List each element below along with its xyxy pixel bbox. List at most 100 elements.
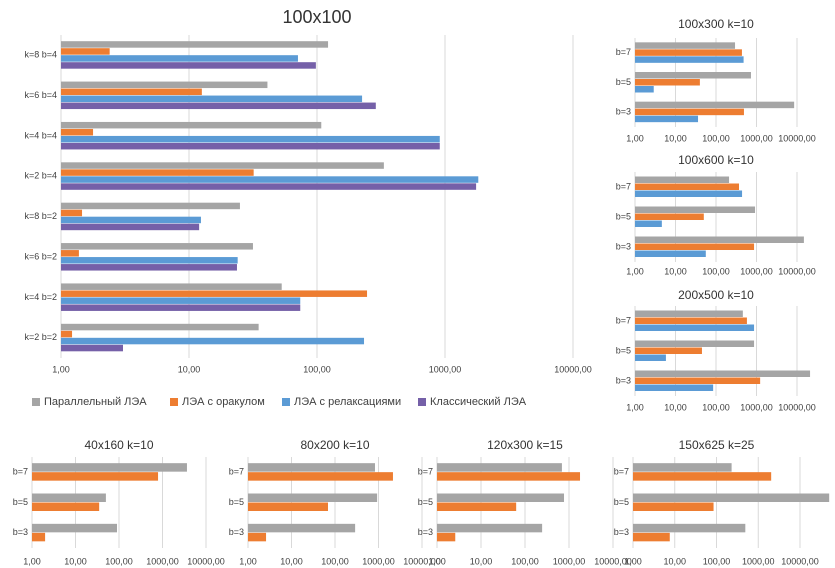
- bar: [635, 377, 761, 384]
- x-tick-label: 1000,00: [146, 556, 179, 566]
- x-tick-label: 10,00: [470, 556, 493, 566]
- y-tick-label: k=2 b=2: [24, 332, 57, 342]
- x-tick-label: 100,00: [511, 556, 539, 566]
- bar: [32, 532, 46, 542]
- bar: [61, 176, 479, 183]
- bar: [635, 56, 744, 63]
- x-tick-label: 10,00: [664, 133, 687, 143]
- x-tick-label: 10000,00: [594, 556, 632, 566]
- bar: [437, 523, 543, 533]
- y-tick-label: b=3: [616, 107, 631, 117]
- y-tick-label: b=5: [616, 77, 631, 87]
- bar: [61, 264, 237, 271]
- bar: [61, 169, 254, 176]
- bar: [61, 88, 202, 96]
- bar: [61, 162, 384, 169]
- bar: [635, 317, 747, 324]
- bar: [61, 41, 329, 48]
- bar: [635, 101, 795, 109]
- bar: [61, 202, 240, 210]
- bar: [61, 250, 79, 257]
- x-tick-label: 10000,00: [778, 266, 816, 276]
- bar: [635, 250, 706, 257]
- x-tick-label: 1,00: [624, 556, 642, 566]
- bar: [635, 176, 730, 183]
- bar: [437, 532, 456, 542]
- bar: [635, 213, 704, 220]
- bar: [635, 370, 811, 377]
- y-tick-label: b=7: [614, 467, 629, 477]
- chart-title: 100x600 k=10: [678, 153, 754, 167]
- bar: [248, 463, 375, 472]
- bar: [61, 223, 200, 231]
- x-tick-label: 10000,00: [554, 364, 592, 374]
- y-tick-label: b=7: [616, 47, 631, 57]
- y-tick-label: k=6 b=2: [24, 251, 57, 261]
- y-tick-label: b=7: [616, 181, 631, 191]
- x-tick-label: 1,00: [626, 133, 644, 143]
- bar: [61, 62, 316, 69]
- x-tick-label: 10,00: [280, 556, 303, 566]
- y-tick-label: k=2 b=4: [24, 171, 57, 181]
- y-tick-label: b=3: [13, 527, 28, 537]
- x-tick-label: 100,00: [702, 266, 730, 276]
- bar: [635, 49, 742, 56]
- bar: [635, 79, 700, 86]
- x-tick-label: 1,00: [239, 556, 257, 566]
- y-tick-label: b=3: [616, 375, 631, 385]
- bar: [61, 128, 94, 136]
- y-tick-label: b=5: [616, 211, 631, 221]
- x-tick-label: 100,00: [702, 133, 730, 143]
- y-tick-label: b=5: [418, 497, 433, 507]
- bar: [635, 183, 740, 190]
- x-tick-label: 100,00: [105, 556, 133, 566]
- bar: [61, 135, 440, 143]
- y-tick-label: b=5: [229, 497, 244, 507]
- bar: [635, 310, 743, 317]
- bar: [61, 337, 365, 345]
- bar: [61, 290, 368, 297]
- bar: [635, 190, 743, 197]
- bar: [248, 472, 393, 481]
- legend-label: ЛЭА с оракулом: [182, 396, 265, 408]
- bar: [635, 354, 666, 361]
- bar: [61, 323, 259, 331]
- bar: [32, 493, 106, 502]
- bar: [437, 502, 517, 511]
- bar: [633, 502, 714, 511]
- bar: [635, 236, 804, 243]
- bar: [61, 283, 282, 290]
- y-tick-label: k=8 b=2: [24, 211, 57, 221]
- bar: [635, 72, 751, 79]
- x-tick-label: 1000,00: [429, 364, 462, 374]
- bar: [61, 257, 238, 264]
- bar: [32, 502, 100, 511]
- x-tick-label: 100,00: [321, 556, 349, 566]
- bar: [61, 95, 363, 103]
- bar: [437, 493, 565, 502]
- x-tick-label: 10000,00: [403, 556, 441, 566]
- y-tick-label: b=7: [229, 467, 244, 477]
- legend-swatch: [170, 398, 178, 406]
- bar: [633, 532, 670, 542]
- bar: [248, 502, 328, 511]
- bar: [635, 206, 756, 213]
- y-tick-label: b=5: [13, 497, 28, 507]
- bar: [633, 472, 772, 481]
- y-tick-label: k=4 b=4: [24, 130, 57, 140]
- bar: [61, 243, 253, 250]
- bar: [437, 463, 562, 472]
- bar: [61, 81, 268, 89]
- chart-title: 40x160 k=10: [84, 438, 153, 452]
- x-tick-label: 100,00: [303, 364, 331, 374]
- bar: [635, 108, 744, 116]
- legend-label: Классический ЛЭА: [430, 396, 527, 408]
- bar: [248, 493, 378, 502]
- x-tick-label: 1000,00: [553, 556, 586, 566]
- y-tick-label: b=7: [418, 467, 433, 477]
- bar: [635, 42, 736, 49]
- legend-label: ЛЭА с релаксациями: [294, 396, 401, 408]
- x-tick-label: 1,00: [23, 556, 41, 566]
- y-tick-label: b=5: [614, 497, 629, 507]
